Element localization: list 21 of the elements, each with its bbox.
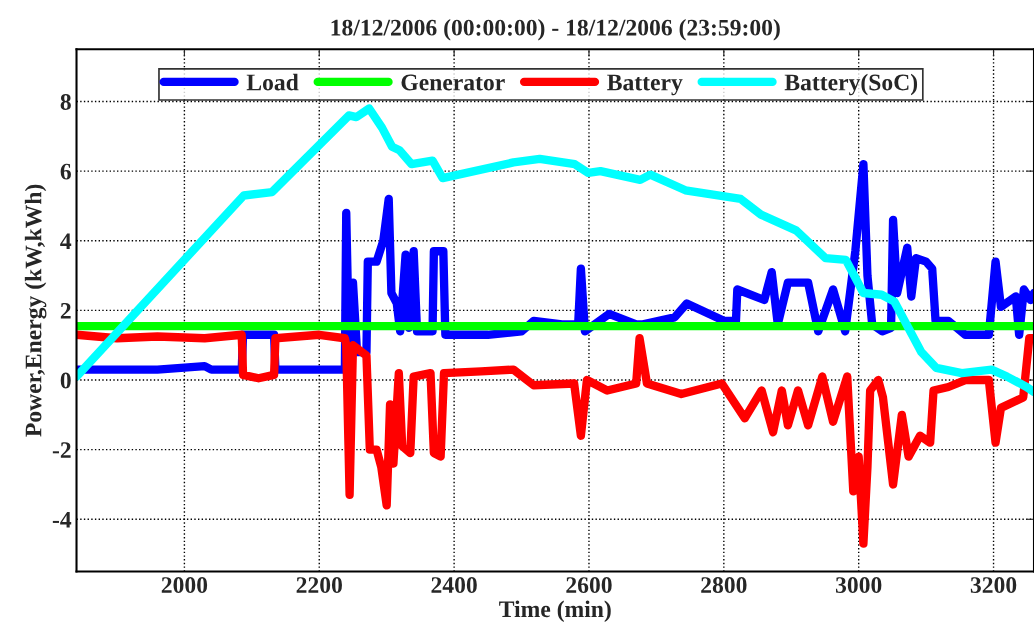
x-tick-label: 3200 [970,577,1017,593]
y-tick-label: 6 [60,163,71,180]
x-tick-label: 2200 [296,577,342,593]
y-tick-label: 8 [60,93,71,110]
x-tick-label: 2600 [566,577,612,593]
x-tick-label: 3000 [835,577,882,593]
x-tick-label: 2400 [431,577,477,593]
y-axis-title: Power,Energy (kW,kWh) [24,184,47,437]
y-tick-label: 0 [60,372,71,389]
y-tick-label: 4 [60,233,72,249]
legend-label: Generator [401,74,505,91]
y-tick-label: 2 [60,302,71,319]
legend-label: Battery [607,74,683,96]
chart-title: 18/12/2006 (00:00:00) - 18/12/2006 (23:59:00) [331,19,780,41]
legend-label: Load [246,73,299,91]
x-axis-title: Time (min) [499,600,611,622]
y-tick-label: -4 [52,511,72,528]
x-tick-label: 2800 [701,577,747,593]
y-tick-label: -2 [52,442,71,458]
x-tick-label: 2000 [161,577,208,593]
legend-label: Battery(SoC) [784,73,918,96]
